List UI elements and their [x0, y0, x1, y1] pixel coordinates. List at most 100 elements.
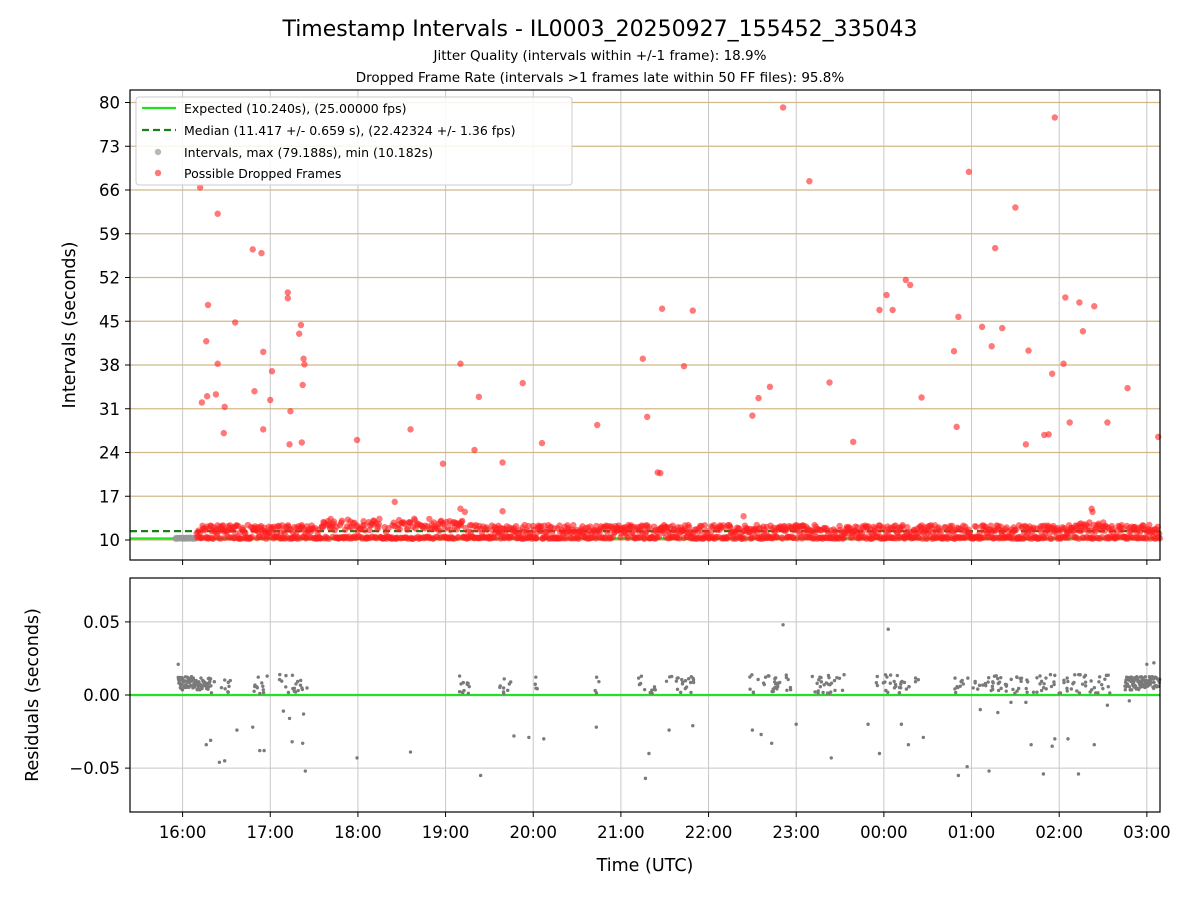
residual-point — [219, 685, 224, 690]
residual-point — [1015, 675, 1019, 679]
residual-point — [750, 673, 754, 677]
residual-point — [829, 690, 833, 694]
intervals-ytick-label: 24 — [99, 444, 120, 463]
residual-point — [691, 680, 696, 685]
residual-point — [1152, 680, 1156, 685]
dropped-frame-outlier — [214, 210, 221, 217]
residual-point — [997, 680, 1002, 684]
dropped-frame-outlier — [950, 348, 958, 355]
residual-point — [284, 673, 288, 678]
residual-point — [502, 677, 506, 681]
dropped-frame-outlier — [1060, 360, 1067, 367]
residual-point — [284, 685, 288, 689]
residual-point — [262, 748, 266, 753]
dropped-frame-outlier — [755, 394, 762, 402]
residual-point — [1057, 691, 1061, 695]
residual-point — [1031, 690, 1036, 694]
residual-point — [652, 687, 657, 691]
residual-point — [1129, 688, 1134, 692]
residuals-ytick-label: −0.05 — [69, 759, 120, 778]
residual-point — [509, 680, 513, 684]
residual-point — [1038, 674, 1042, 678]
dropped-frame-outlier — [749, 412, 756, 419]
residual-point — [256, 675, 260, 679]
residual-point — [501, 686, 506, 690]
dropped-frame-point — [533, 534, 540, 542]
legend-intervals-label: Intervals, max (79.188s), min (10.182s) — [184, 145, 433, 160]
dropped-frame-outlier — [251, 388, 258, 395]
residual-point — [593, 688, 597, 693]
dropped-frame-outlier — [198, 399, 206, 406]
residual-point — [1083, 680, 1088, 684]
dropped-frame-outlier — [353, 436, 361, 444]
dropped-frame-outlier — [1051, 114, 1059, 121]
residual-point — [457, 674, 462, 678]
dropped-frame-point — [404, 524, 411, 531]
dropped-frame-point — [655, 533, 663, 541]
dropped-frame-outlier — [214, 360, 221, 367]
residuals-y-ticks: 0.05 0.00 −0.05 — [69, 613, 130, 778]
residual-point — [192, 685, 197, 689]
dropped-frame-outlier — [297, 321, 305, 329]
residual-point — [597, 679, 601, 684]
residuals-ytick-label: 0.00 — [83, 686, 120, 705]
dropped-frame-outlier — [1079, 328, 1087, 335]
time-xtick-label: 19:00 — [422, 823, 470, 842]
residual-point — [769, 741, 774, 745]
residual-point — [207, 676, 211, 680]
residual-point — [683, 686, 688, 691]
dropped-frame-point — [330, 518, 338, 525]
residual-point — [1035, 676, 1039, 680]
residual-point — [1015, 689, 1019, 693]
residual-point — [1123, 688, 1127, 692]
dropped-frame-outlier — [1048, 370, 1056, 377]
dropped-frame-outlier — [258, 249, 265, 257]
legend-dropped-label: Possible Dropped Frames — [184, 166, 341, 181]
intervals-ytick-label: 73 — [99, 137, 120, 156]
residual-point — [281, 709, 286, 713]
dropped-frame-point — [375, 520, 382, 528]
residual-point — [258, 691, 262, 696]
residual-point — [832, 678, 837, 683]
residual-point — [194, 678, 198, 683]
residual-point — [833, 688, 837, 693]
dropped-frame-point — [512, 522, 520, 530]
residual-point — [1062, 678, 1066, 683]
residual-point — [252, 689, 256, 693]
dropped-frame-outlier — [475, 393, 483, 401]
residual-point — [1096, 691, 1100, 695]
dropped-frame-point — [219, 522, 227, 529]
dropped-frame-point — [742, 535, 749, 542]
x-axis-label: Time (UTC) — [596, 856, 694, 876]
residual-point — [223, 687, 227, 691]
residual-point — [675, 687, 680, 692]
residual-point — [1105, 703, 1110, 707]
residual-point — [1083, 684, 1088, 688]
residual-point — [999, 675, 1003, 680]
dropped-frame-outlier — [299, 381, 306, 389]
residual-point — [816, 689, 820, 693]
dropped-frame-outlier — [204, 301, 212, 309]
chart-subtitle-dropped: Dropped Frame Rate (intervals >1 frames … — [356, 70, 845, 86]
residual-point — [892, 679, 896, 684]
residual-point — [784, 675, 789, 680]
dropped-frame-outlier — [457, 360, 464, 367]
dropped-frame-outlier — [992, 244, 999, 252]
time-xtick-label: 03:00 — [1123, 823, 1171, 842]
residual-point — [355, 756, 359, 760]
dropped-frame-outlier — [1076, 299, 1083, 306]
residual-point — [636, 676, 641, 680]
time-xtick-label: 23:00 — [772, 823, 820, 842]
intervals-y-ticks: 10 17 24 31 38 45 52 59 66 73 80 — [99, 94, 130, 550]
residual-point — [1065, 686, 1069, 691]
residual-point — [1149, 680, 1153, 685]
residual-point — [1052, 682, 1056, 687]
residual-point — [222, 759, 227, 763]
residual-point — [888, 681, 892, 685]
residual-point — [294, 682, 298, 686]
dropped-frame-point — [525, 522, 532, 530]
residual-point — [953, 676, 957, 680]
residual-point — [691, 724, 695, 728]
residual-point — [886, 690, 890, 694]
